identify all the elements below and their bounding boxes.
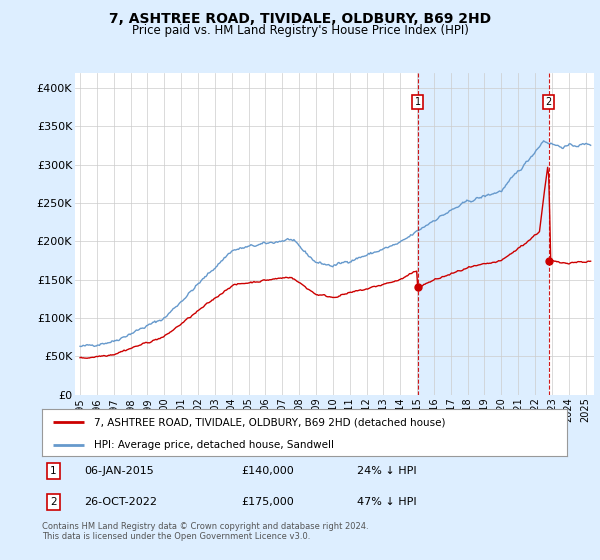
Text: Price paid vs. HM Land Registry's House Price Index (HPI): Price paid vs. HM Land Registry's House … bbox=[131, 24, 469, 36]
Text: £140,000: £140,000 bbox=[241, 466, 294, 476]
Text: 1: 1 bbox=[50, 466, 57, 476]
Text: 24% ↓ HPI: 24% ↓ HPI bbox=[357, 466, 416, 476]
Text: 7, ASHTREE ROAD, TIVIDALE, OLDBURY, B69 2HD: 7, ASHTREE ROAD, TIVIDALE, OLDBURY, B69 … bbox=[109, 12, 491, 26]
Text: HPI: Average price, detached house, Sandwell: HPI: Average price, detached house, Sand… bbox=[95, 440, 335, 450]
Text: 2: 2 bbox=[50, 497, 57, 507]
Text: £175,000: £175,000 bbox=[241, 497, 294, 507]
Text: 2: 2 bbox=[546, 97, 552, 107]
Text: 7, ASHTREE ROAD, TIVIDALE, OLDBURY, B69 2HD (detached house): 7, ASHTREE ROAD, TIVIDALE, OLDBURY, B69 … bbox=[95, 417, 446, 427]
Text: 26-OCT-2022: 26-OCT-2022 bbox=[84, 497, 157, 507]
Text: 47% ↓ HPI: 47% ↓ HPI bbox=[357, 497, 416, 507]
Text: 1: 1 bbox=[415, 97, 421, 107]
Text: 06-JAN-2015: 06-JAN-2015 bbox=[84, 466, 154, 476]
Bar bbox=[418, 73, 549, 395]
Text: Contains HM Land Registry data © Crown copyright and database right 2024.
This d: Contains HM Land Registry data © Crown c… bbox=[42, 522, 368, 542]
